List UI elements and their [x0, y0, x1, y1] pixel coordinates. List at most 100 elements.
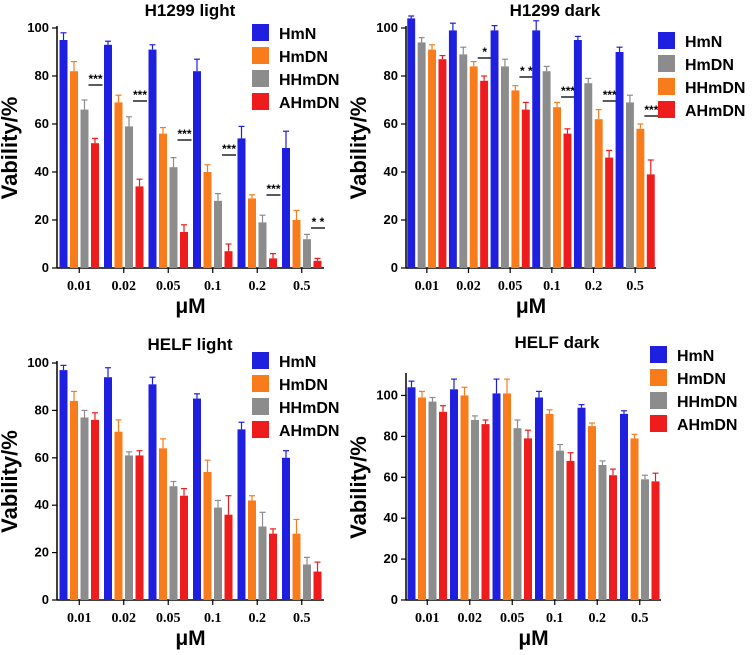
bar — [258, 526, 267, 600]
y-tick-label: 0 — [391, 260, 398, 275]
legend-swatch — [252, 421, 269, 438]
bar — [125, 126, 133, 269]
x-axis-label: μM — [175, 295, 205, 318]
x-axis-label: μM — [516, 295, 546, 318]
x-tick-label: 0.5 — [293, 611, 311, 626]
significance-label: * — [482, 45, 487, 59]
bar — [407, 18, 416, 269]
y-tick-label: 100 — [376, 20, 398, 35]
significance-label: *** — [88, 72, 102, 86]
bar — [448, 30, 457, 269]
legend-label: HmN — [279, 26, 316, 43]
y-tick-label: 60 — [35, 450, 49, 465]
significance-label: *** — [133, 88, 147, 102]
bar — [573, 40, 582, 268]
legend-label: AHmDN — [279, 95, 339, 112]
y-axis-label: Vability/% — [346, 97, 371, 200]
x-tick-label: 0.02 — [458, 611, 483, 626]
bar — [438, 59, 447, 269]
chart-panel-0: H1299 light Vability/% μM 0 20 40 60 80 100 0.01 *… — [0, 1, 339, 318]
bar — [545, 413, 554, 600]
bar — [59, 40, 68, 268]
x-tick-label: 0.1 — [204, 611, 222, 626]
bar — [584, 83, 593, 268]
bar — [418, 397, 426, 600]
significance-label: *** — [644, 103, 658, 117]
bar — [224, 514, 233, 600]
y-axis-label: Vability/% — [0, 97, 22, 200]
y-tick-label: 80 — [384, 428, 398, 443]
bar — [417, 42, 426, 269]
legend-label: AHmDN — [677, 417, 737, 434]
y-tick-label: 80 — [35, 68, 49, 83]
bar — [615, 52, 624, 268]
bar — [303, 239, 311, 268]
legend-swatch — [658, 78, 675, 95]
bar — [214, 507, 222, 600]
y-tick-label: 80 — [384, 68, 398, 83]
legend-swatch — [252, 352, 269, 369]
y-axis-label: Vability/% — [0, 430, 22, 533]
x-tick-label: 0.05 — [500, 611, 525, 626]
bar — [269, 258, 277, 268]
bar — [641, 479, 649, 600]
bar — [114, 102, 123, 269]
bar — [428, 49, 436, 268]
bar — [224, 251, 233, 268]
bar — [104, 44, 112, 268]
bar — [104, 377, 112, 600]
bar — [269, 533, 277, 600]
y-tick-label: 100 — [27, 355, 49, 370]
y-tick-label: 100 — [27, 20, 49, 35]
bar — [248, 198, 256, 268]
x-axis-label: μM — [175, 627, 205, 650]
legend-label: HmDN — [279, 377, 328, 394]
bar — [91, 143, 99, 268]
bar — [313, 571, 322, 600]
bar — [481, 424, 490, 600]
y-tick-label: 100 — [376, 387, 398, 402]
bar — [651, 481, 660, 600]
legend-label: HHmDN — [677, 394, 737, 411]
bar — [553, 107, 561, 268]
legend-label: HHmDN — [685, 80, 745, 97]
bar — [125, 455, 133, 600]
bar — [203, 172, 212, 268]
bar — [292, 220, 301, 268]
bar — [292, 533, 301, 600]
bar — [407, 387, 416, 600]
legend-label: HmDN — [685, 57, 734, 74]
x-tick-label: 0.01 — [415, 611, 440, 626]
bar — [501, 66, 509, 269]
bar — [620, 413, 628, 600]
significance-label: *** — [561, 84, 575, 98]
x-tick-label: 0.02 — [456, 279, 481, 294]
y-tick-label: 60 — [35, 116, 49, 131]
bar — [471, 420, 479, 600]
bar — [282, 148, 290, 268]
x-axis-label: μM — [518, 627, 548, 650]
chart-title: HELF dark — [514, 333, 600, 352]
y-tick-label: 20 — [35, 212, 49, 227]
legend-label: HmDN — [677, 371, 726, 388]
significance-label: *** — [603, 88, 617, 102]
x-tick-label: 0.2 — [585, 279, 603, 294]
bar — [577, 407, 586, 600]
x-tick-label: 0.05 — [156, 279, 181, 294]
legend-label: AHmDN — [279, 423, 339, 440]
chart-title: HELF light — [148, 335, 233, 354]
legend-swatch — [658, 55, 675, 72]
y-tick-label: 40 — [35, 497, 49, 512]
bar — [556, 450, 564, 600]
bar — [80, 109, 89, 268]
x-tick-label: 0.01 — [415, 279, 440, 294]
x-tick-label: 0.2 — [589, 611, 607, 626]
bar — [237, 429, 246, 600]
bar — [203, 472, 212, 600]
legend-label: HHmDN — [279, 72, 339, 89]
bar — [609, 475, 617, 600]
significance-label: *** — [222, 142, 236, 156]
y-axis-label: Vability/% — [346, 436, 371, 539]
legend-label: HmN — [279, 354, 316, 371]
legend-swatch — [650, 346, 667, 363]
